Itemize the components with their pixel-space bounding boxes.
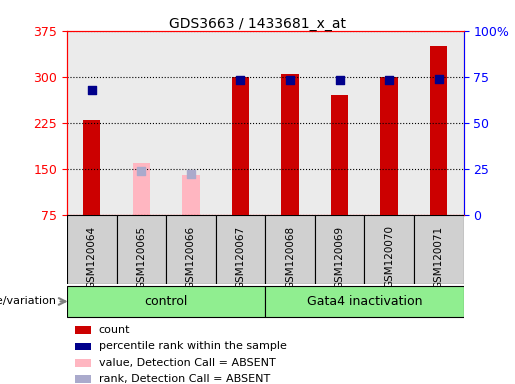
Bar [216, 31, 265, 215]
Bar [216, 215, 265, 284]
Text: GSM120065: GSM120065 [136, 225, 146, 288]
Bar [116, 215, 166, 284]
Bar [182, 175, 199, 215]
Bar [166, 31, 216, 215]
Bar [265, 215, 315, 284]
Bar [67, 31, 116, 215]
Text: value, Detection Call = ABSENT: value, Detection Call = ABSENT [99, 358, 276, 368]
Point [187, 171, 195, 177]
Text: percentile rank within the sample: percentile rank within the sample [99, 341, 286, 351]
Point [435, 76, 443, 82]
Bar [75, 343, 91, 350]
Bar [265, 286, 464, 317]
Text: genotype/variation: genotype/variation [0, 296, 57, 306]
Bar [430, 46, 448, 215]
Bar [75, 359, 91, 367]
Bar [331, 95, 348, 215]
Text: control: control [144, 295, 188, 308]
Bar [365, 215, 414, 284]
Bar [315, 31, 365, 215]
Text: rank, Detection Call = ABSENT: rank, Detection Call = ABSENT [99, 374, 270, 384]
Text: GSM120068: GSM120068 [285, 225, 295, 288]
Point [236, 78, 245, 84]
Bar [281, 74, 299, 215]
Bar [133, 163, 150, 215]
Point [335, 78, 344, 84]
Bar [116, 31, 166, 215]
Bar [315, 215, 365, 284]
Bar [75, 375, 91, 383]
Bar [365, 31, 414, 215]
Point [286, 78, 294, 84]
Bar [265, 31, 315, 215]
Bar [67, 286, 265, 317]
Text: GSM120066: GSM120066 [186, 225, 196, 288]
Bar [67, 215, 116, 284]
Text: GDS3663 / 1433681_x_at: GDS3663 / 1433681_x_at [169, 17, 346, 31]
Point [137, 168, 145, 174]
Point [88, 87, 96, 93]
Point [385, 78, 393, 84]
Bar [414, 215, 464, 284]
Bar [232, 77, 249, 215]
Text: GSM120070: GSM120070 [384, 225, 394, 288]
Text: GSM120067: GSM120067 [235, 225, 246, 288]
Text: GSM120064: GSM120064 [87, 225, 97, 288]
Bar [83, 120, 100, 215]
Bar [166, 215, 216, 284]
Bar [75, 326, 91, 334]
Text: GSM120069: GSM120069 [335, 225, 345, 288]
Text: count: count [99, 325, 130, 335]
Bar [381, 77, 398, 215]
Text: GSM120071: GSM120071 [434, 225, 444, 288]
Text: Gata4 inactivation: Gata4 inactivation [306, 295, 422, 308]
Bar [414, 31, 464, 215]
